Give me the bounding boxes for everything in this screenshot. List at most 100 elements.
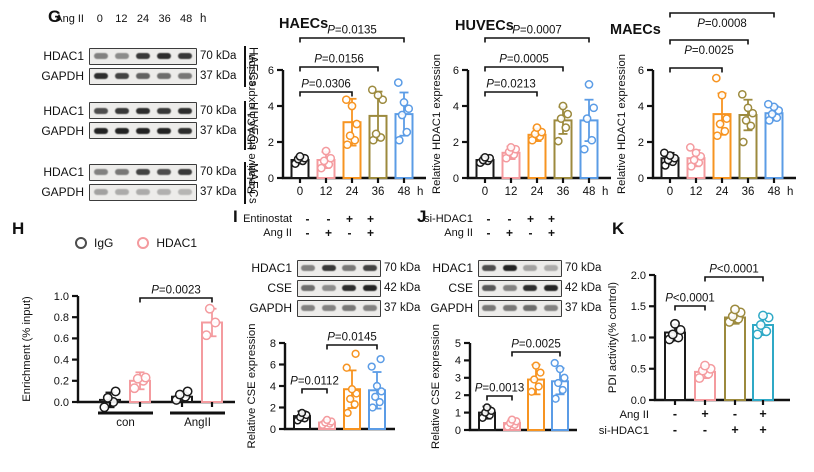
blot-row: HDAC1 70 kDa: [38, 46, 241, 66]
western-blot-G: Ang II 0 12 24 36 48 h HDAC1 70 kDa GAPDH 37…: [38, 12, 259, 205]
blot-row: HDAC1 70 kDa: [38, 162, 241, 182]
p-value: P=0.0005: [499, 54, 549, 66]
protein-band: [523, 305, 538, 311]
chart-title: MAECs: [610, 22, 661, 38]
protein-band: [157, 107, 172, 114]
blot-row: GAPDH 37 kDa: [38, 182, 241, 202]
y-axis-label: Relative CSE expression: [430, 324, 442, 449]
blot-group: HDAC1 70 kDa GAPDH 37 kDa HAECs: [38, 46, 259, 87]
data-points: [527, 123, 547, 145]
blot-strip: [89, 102, 197, 120]
unit-label: h: [200, 13, 207, 25]
data-points: [503, 415, 521, 431]
legend-item: IgG: [75, 236, 113, 250]
chart-title: HUVECs: [455, 18, 514, 34]
data-points: [129, 372, 151, 394]
blot-strip: [89, 163, 197, 181]
y-tick-label: 0.0: [631, 395, 646, 407]
data-points: [475, 152, 495, 168]
x-tick-label: 36: [372, 186, 385, 198]
condition-value: -: [673, 407, 677, 421]
blot-strip: [89, 122, 197, 140]
protein-band: [135, 107, 150, 114]
x-tick-label: 12: [690, 186, 703, 198]
y-axis-label: Relative HDAC1 expression: [431, 54, 443, 194]
protein-band: [502, 265, 517, 271]
protein-band: [135, 127, 150, 134]
protein-band: [178, 127, 193, 134]
condition-values: - - + +: [486, 212, 556, 226]
x-tick-label: 24: [716, 186, 729, 198]
p-value: P=0.0213: [486, 79, 536, 91]
protein-band: [114, 169, 129, 176]
legend-label: IgG: [94, 236, 114, 250]
y-tick-label: 2.0: [631, 270, 646, 282]
chart-cse-entinostat: Relative CSE expression 0 2 4 6 8 P=0.0112 P=0…: [246, 324, 395, 448]
blot-row: CSE 42 kDa: [234, 278, 425, 298]
x-tick-label: 12: [505, 186, 518, 198]
y-tick-label: 0.8: [54, 312, 69, 324]
kda-label: 37 kDa: [200, 124, 237, 137]
protein-band: [321, 285, 336, 291]
y-tick-label: 0: [270, 424, 276, 436]
protein-band: [362, 265, 377, 271]
protein-band: [135, 189, 150, 196]
panel-label-I: I: [233, 207, 238, 226]
protein-band: [135, 169, 150, 176]
protein-label: HDAC1: [43, 103, 84, 118]
significance-bracket: [486, 395, 513, 401]
protein-band: [502, 285, 517, 291]
x-tick-label: 0: [482, 186, 488, 198]
protein-band: [93, 73, 108, 79]
y-tick-label: 2: [270, 402, 276, 414]
data-points: [763, 99, 784, 125]
protein-band: [93, 53, 108, 59]
data-points: [694, 360, 716, 384]
kda-label: 42 kDa: [384, 282, 421, 294]
protein-band: [342, 285, 357, 291]
data-points: [724, 304, 746, 327]
protein-band: [362, 285, 377, 291]
y-tick-label: 2: [455, 390, 461, 402]
x-tick-label: 12: [320, 186, 333, 198]
x-axis-unit: h: [787, 186, 793, 198]
x-tick-label: 0: [297, 186, 303, 198]
kda-label: 37 kDa: [200, 70, 237, 82]
data-points: [318, 415, 336, 429]
western-blot-I: Entinostat - - + + Ang II - + - + HDAC1 70 kDa…: [234, 212, 425, 318]
data-points: [171, 386, 193, 405]
data-points: [341, 95, 362, 150]
cell-type-label: HUVECs: [244, 100, 259, 151]
y-tick-label: 6: [270, 359, 276, 371]
p-value: P<0.0001: [709, 264, 759, 276]
condition-label: si-HDAC1: [424, 213, 473, 225]
y-tick-label: 4: [270, 381, 276, 393]
protein-label: GAPDH: [41, 69, 84, 83]
protein-band: [543, 285, 558, 291]
blot-condition-row: Entinostat - - + +: [234, 212, 425, 226]
condition-label: Entinostat: [243, 213, 292, 225]
significance-bracket: [511, 351, 561, 357]
y-tick-label: 0.0: [54, 397, 69, 409]
data-points: [393, 78, 414, 145]
p-value: P=0.0112: [290, 376, 339, 388]
p-value: P=0.0023: [151, 285, 201, 297]
y-tick-label: 1.0: [631, 332, 646, 344]
protein-band: [157, 169, 172, 176]
data-points: [478, 403, 496, 422]
data-points: [201, 303, 221, 341]
condition-value: +: [731, 423, 738, 437]
data-points: [527, 361, 545, 396]
protein-band: [321, 265, 336, 271]
significance-bracket: [139, 297, 213, 303]
condition-label: Ang II: [263, 227, 292, 239]
y-tick-label: 5: [455, 338, 461, 350]
y-tick-label: 6: [268, 65, 274, 77]
blot-group: HDAC1 70 kDa CSE 42 kDa GAPDH 37 kDa: [423, 258, 606, 318]
protein-band: [321, 305, 336, 311]
y-tick-label: 0.4: [54, 354, 69, 366]
protein-band: [114, 189, 129, 196]
protein-band: [114, 73, 129, 79]
